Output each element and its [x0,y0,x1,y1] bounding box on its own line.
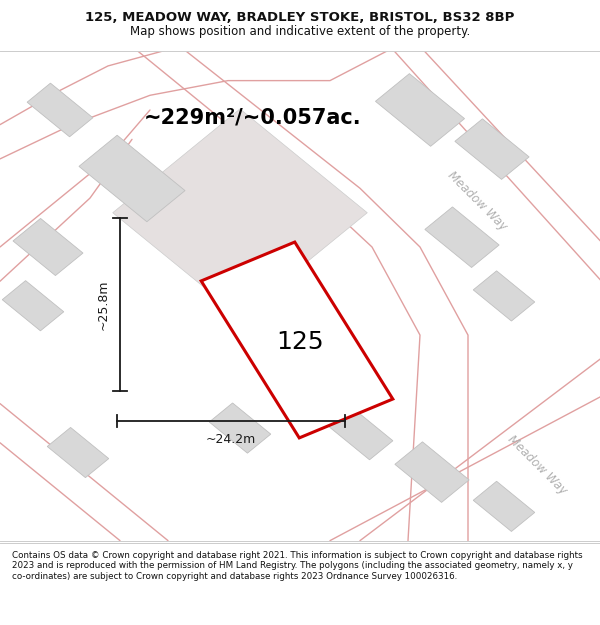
Text: ~229m²/~0.057ac.: ~229m²/~0.057ac. [144,107,362,127]
Polygon shape [473,271,535,321]
Text: Meadow Way: Meadow Way [445,168,509,232]
Polygon shape [47,428,109,478]
Polygon shape [327,406,393,460]
Polygon shape [2,281,64,331]
Text: ~25.8m: ~25.8m [96,279,109,330]
Text: Map shows position and indicative extent of the property.: Map shows position and indicative extent… [130,26,470,39]
Polygon shape [275,354,349,414]
Polygon shape [79,135,185,222]
Polygon shape [455,119,529,179]
Polygon shape [13,219,83,276]
Polygon shape [27,83,93,137]
Text: 125, MEADOW WAY, BRADLEY STOKE, BRISTOL, BS32 8BP: 125, MEADOW WAY, BRADLEY STOKE, BRISTOL,… [85,11,515,24]
Text: ~24.2m: ~24.2m [206,433,256,446]
Polygon shape [113,109,367,316]
Text: Contains OS data © Crown copyright and database right 2021. This information is : Contains OS data © Crown copyright and d… [12,551,583,581]
Polygon shape [395,442,469,503]
Text: Meadow Way: Meadow Way [505,432,569,497]
Polygon shape [201,242,393,438]
Polygon shape [376,74,464,146]
Polygon shape [209,403,271,453]
Text: 125: 125 [276,331,324,354]
Polygon shape [425,207,499,268]
Polygon shape [473,481,535,531]
